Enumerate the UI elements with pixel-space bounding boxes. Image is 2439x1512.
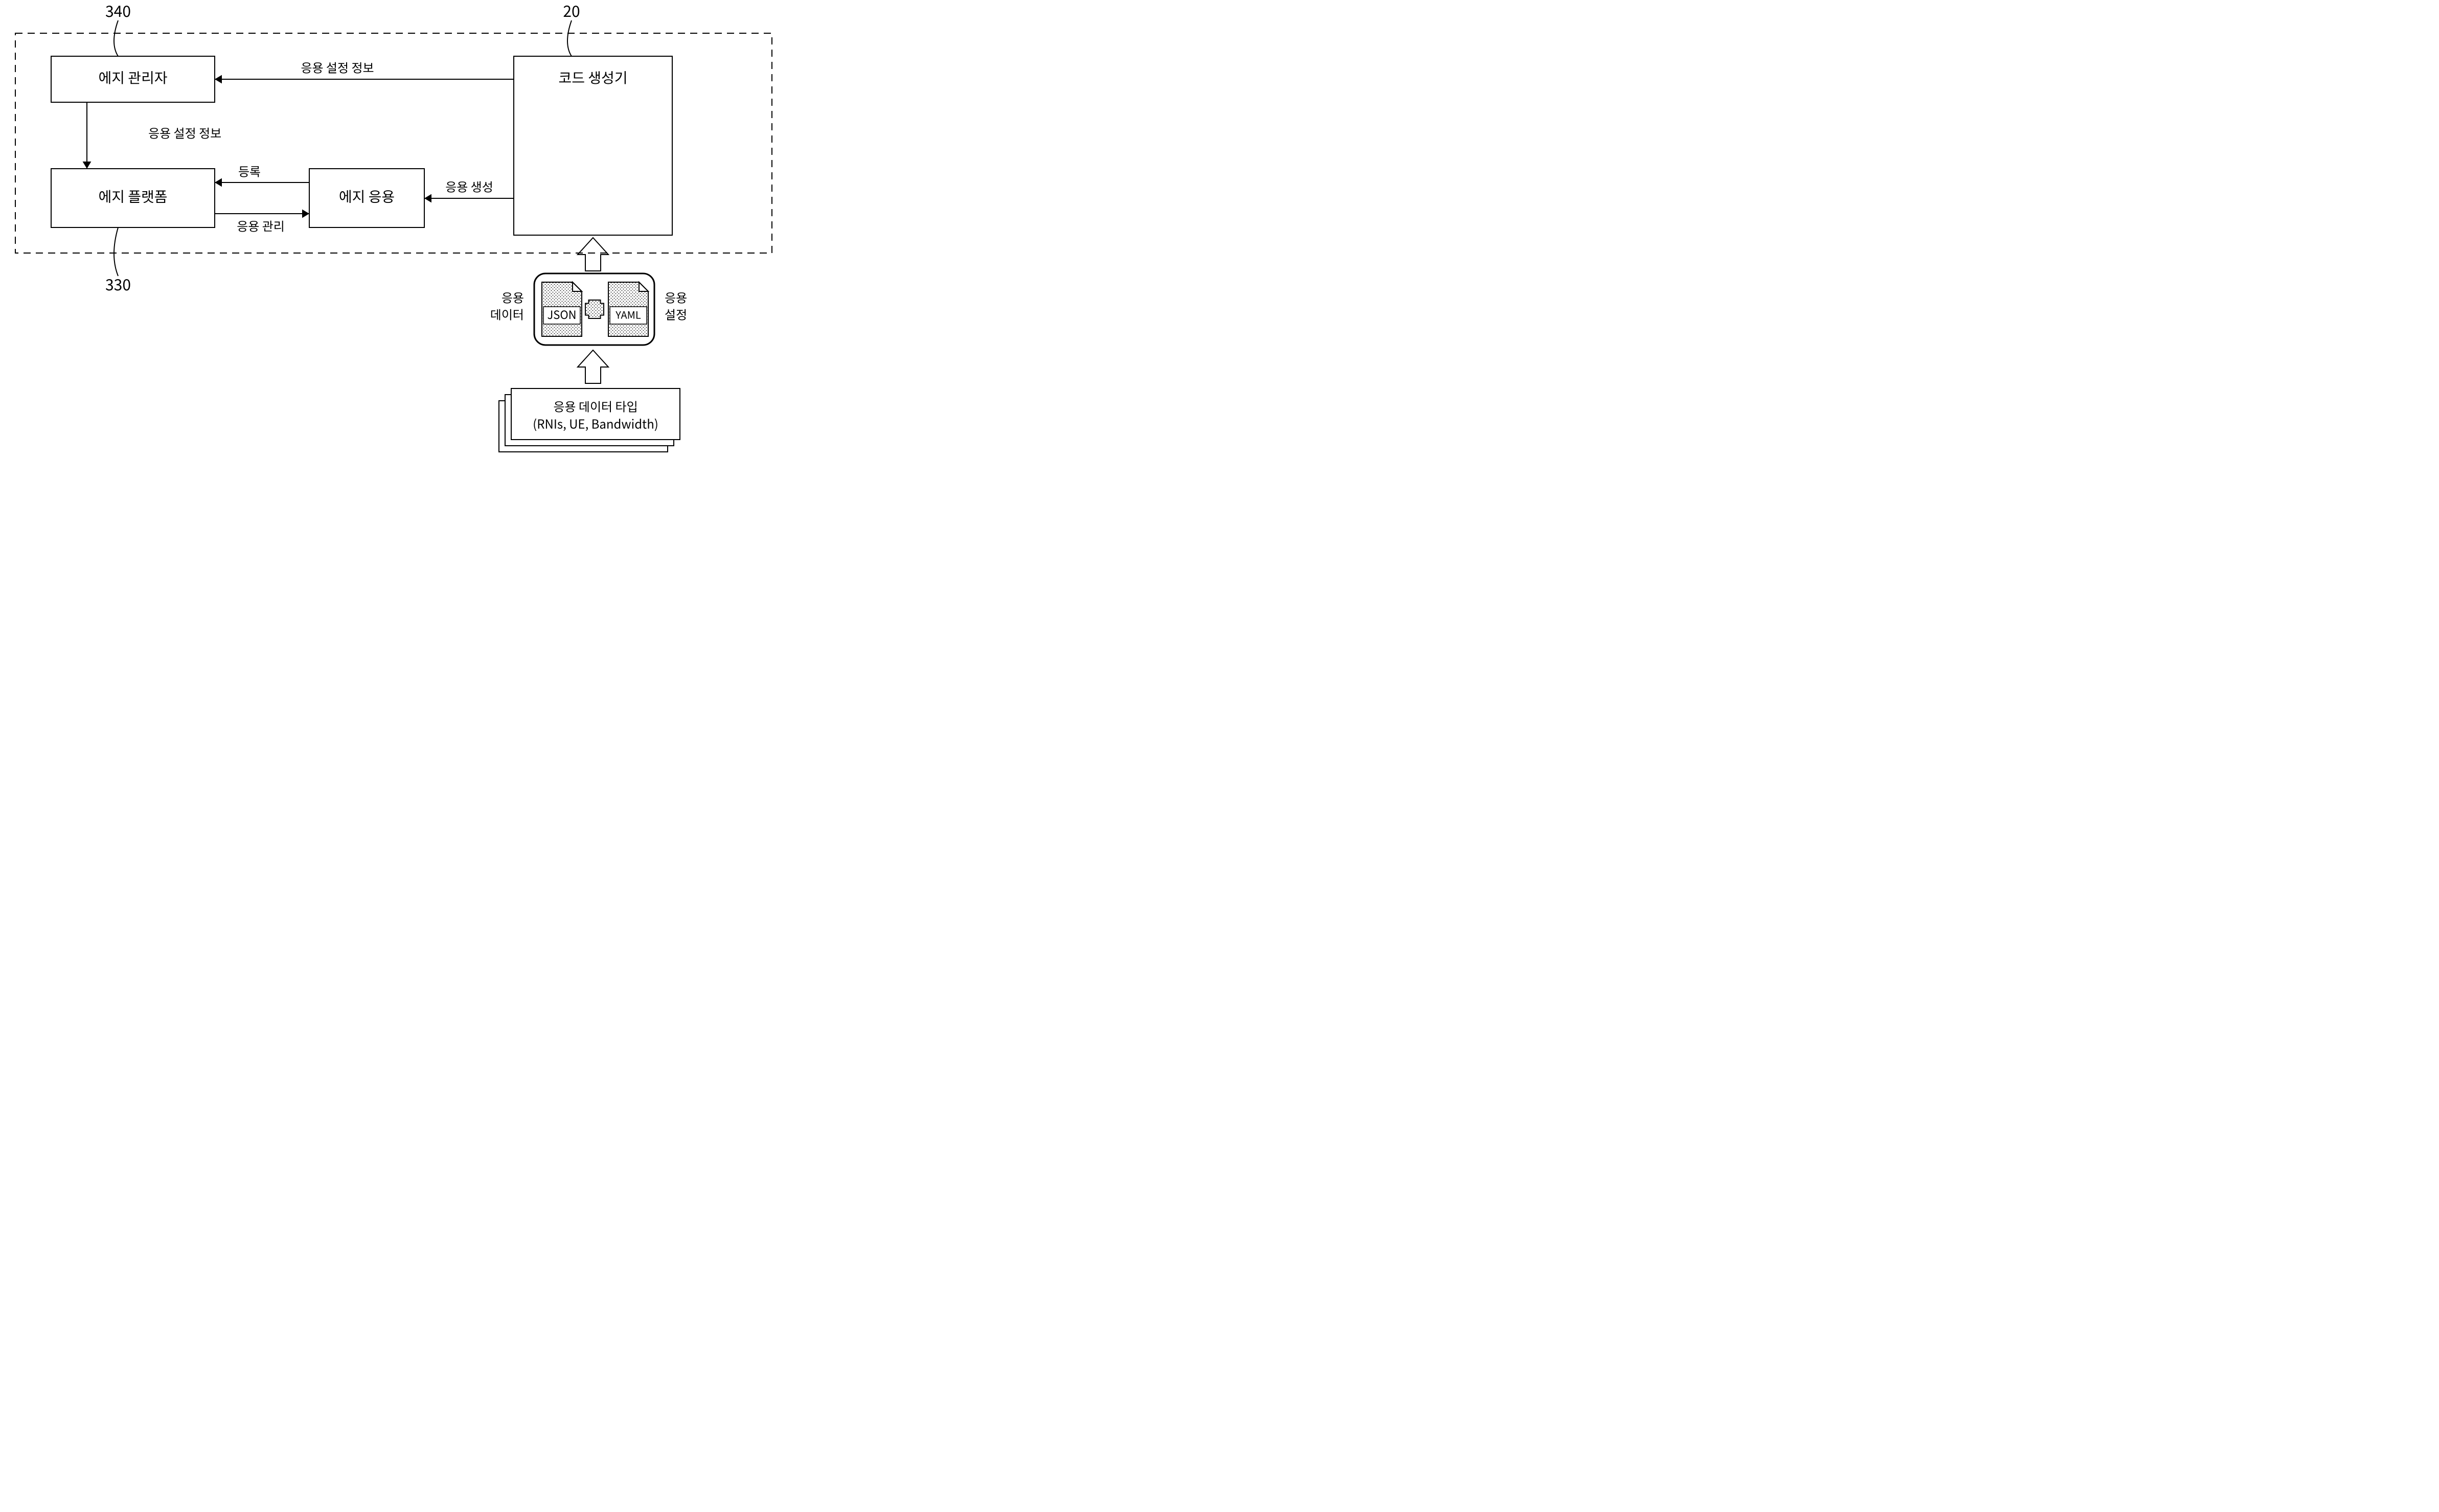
- edge-mgr-to-plat-label: 응용 설정 정보: [148, 124, 221, 142]
- node-edge_app: 에지 응용: [309, 169, 424, 227]
- plus-icon: [585, 300, 604, 318]
- system-boundary: [15, 33, 772, 253]
- hollow-arrow-types-to-files: [578, 350, 608, 383]
- ref-edge_manager: 340: [105, 0, 131, 56]
- edge-app-reg-plat: 등록: [215, 162, 309, 187]
- edge-cfg-to-mgr-label: 응용 설정 정보: [301, 58, 374, 76]
- svg-text:JSON: JSON: [547, 306, 576, 323]
- svg-text:20: 20: [563, 0, 580, 21]
- node-edge_platform: 에지 플랫폼: [51, 169, 215, 227]
- node-edge_manager: 에지 관리자: [51, 56, 215, 102]
- svg-text:설정: 설정: [665, 305, 687, 323]
- node-code_gen-label: 코드 생성기: [558, 67, 627, 88]
- svg-text:340: 340: [105, 0, 131, 21]
- ref-code_generator: 20: [563, 0, 580, 56]
- edge-gen-to-app-label: 응용 생성: [445, 177, 493, 195]
- node-code_gen: 코드 생성기: [514, 56, 672, 235]
- edge-plat-mng-app: 응용 관리: [215, 210, 309, 235]
- yaml-file-icon: YAML: [608, 282, 648, 336]
- hollow-arrow-files-to-gen: [578, 238, 608, 271]
- edge-plat-mng-app-label: 응용 관리: [237, 217, 285, 235]
- edge-gen-to-app: 응용 생성: [424, 177, 514, 203]
- edge-mgr-to-plat: 응용 설정 정보: [83, 102, 222, 169]
- node-edge_manager-label: 에지 관리자: [98, 67, 167, 88]
- node-edge_app-label: 에지 응용: [339, 186, 395, 207]
- json-file-icon: JSON: [542, 282, 582, 336]
- edge-cfg-to-mgr: 응용 설정 정보: [215, 58, 514, 84]
- svg-text:응용: 응용: [502, 288, 524, 306]
- svg-text:데이터: 데이터: [490, 305, 524, 323]
- edge-app-reg-plat-label: 등록: [238, 162, 261, 180]
- datatype-stack: 응용 데이터 타입(RNIs, UE, Bandwidth): [499, 388, 680, 452]
- svg-text:응용: 응용: [665, 288, 687, 306]
- ref-edge_platform: 330: [105, 227, 131, 295]
- svg-text:(RNIs, UE, Bandwidth): (RNIs, UE, Bandwidth): [533, 415, 658, 432]
- svg-text:YAML: YAML: [615, 307, 641, 322]
- svg-text:응용 데이터 타입: 응용 데이터 타입: [553, 397, 637, 415]
- node-edge_platform-label: 에지 플랫폼: [98, 186, 167, 207]
- files-group: 응용데이터응용설정JSONYAML: [490, 273, 687, 345]
